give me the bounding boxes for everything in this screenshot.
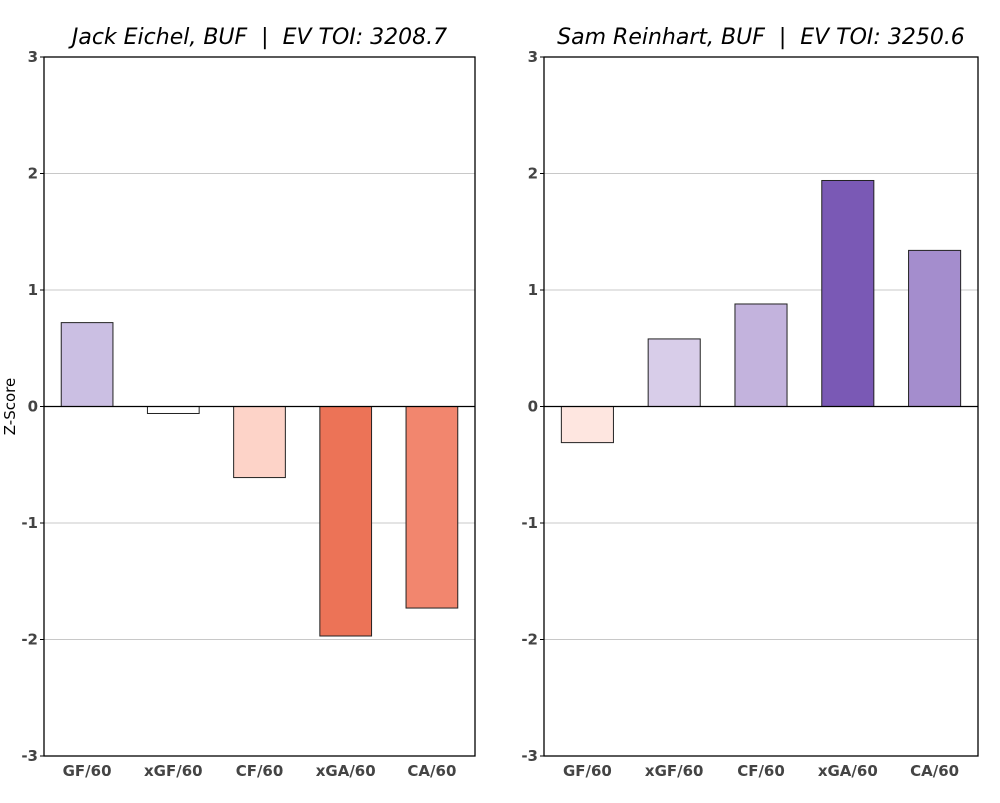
x-tick-label: xGA/60 — [818, 762, 878, 780]
y-tick-label: -1 — [21, 514, 38, 532]
bar-ca-per-60 — [405, 406, 459, 609]
bar-gf-per-60 — [560, 406, 614, 444]
x-tick-label: CA/60 — [407, 762, 456, 780]
chart-panel-2: -3 -2 -1 0 1 2 3 GF/60 xGF/60 CF/60 xGA/60 CA/60 Sam… — [521, 25, 979, 780]
y-tick-label: 3 — [28, 48, 38, 66]
bar-xga-per-60 — [821, 179, 875, 407]
x-tick-label: GF/60 — [63, 762, 112, 780]
bar-xga-per-60 — [319, 406, 373, 637]
bar-cf-per-60 — [233, 406, 286, 479]
y-tick-label: 3 — [528, 48, 538, 66]
y-tick-label: 2 — [528, 165, 538, 183]
x-tick-label: CF/60 — [236, 762, 284, 780]
x-tick-label: xGF/60 — [645, 762, 704, 780]
y-tick-label: -2 — [21, 631, 38, 649]
y-tick-label: -2 — [521, 631, 538, 649]
plot-frame — [43, 56, 476, 757]
y-tick-label: -3 — [521, 747, 538, 765]
x-tick-label: CF/60 — [737, 762, 785, 780]
x-tick-label: GF/60 — [563, 762, 612, 780]
chart-panel-1: -3 -2 -1 0 1 2 3 GF/60 xGF/60 CF/60 xGA/60 CA/60 Jac… — [1, 25, 476, 780]
y-tick-label: 1 — [528, 281, 538, 299]
chart-title: Jack Eichel, BUF | EV TOI: 3208.7 — [68, 25, 447, 50]
y-tick-label: -3 — [21, 747, 38, 765]
y-tick-label: 0 — [528, 398, 538, 416]
y-tick-label: -1 — [521, 514, 538, 532]
x-tick-label: xGF/60 — [144, 762, 203, 780]
bar-xgf-per-60 — [647, 338, 701, 407]
x-tick-label: CA/60 — [910, 762, 959, 780]
y-tick-label: 1 — [28, 281, 38, 299]
y-tick-label: 2 — [28, 165, 38, 183]
bar-ca-per-60 — [908, 249, 962, 407]
bar-cf-per-60 — [734, 303, 788, 408]
plot-frame — [543, 56, 979, 757]
y-tick-label: 0 — [28, 398, 38, 416]
y-axis-label: Z-Score — [1, 378, 19, 435]
bar-xgf-per-60 — [146, 406, 200, 414]
bar-gf-per-60 — [60, 322, 114, 407]
chart-title: Sam Reinhart, BUF | EV TOI: 3250.6 — [557, 25, 965, 50]
x-tick-label: xGA/60 — [316, 762, 376, 780]
